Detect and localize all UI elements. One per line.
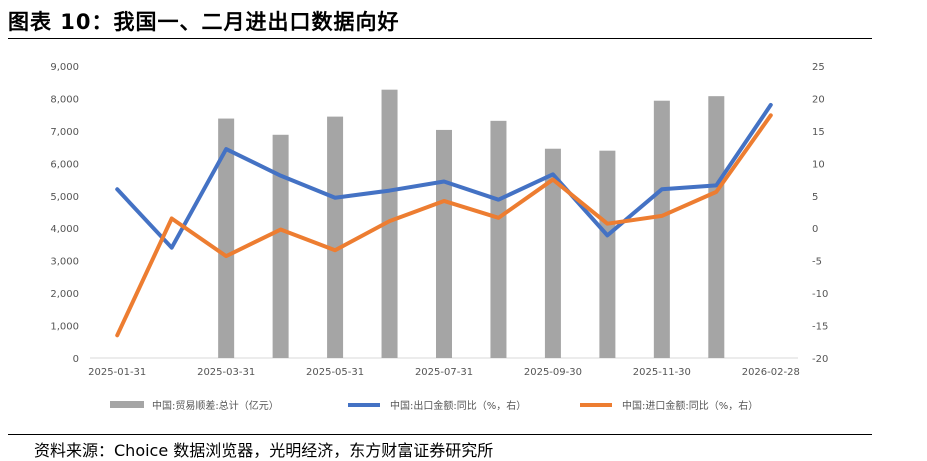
right-tick-label: 15 (812, 127, 825, 138)
legend-item-trade-surplus-swatch (110, 401, 144, 408)
x-tick-label: 2025-01-31 (88, 367, 146, 378)
import-yoy-line (115, 113, 773, 338)
x-axis-ticks: 2025-01-31 2025-03-31 2025-05-31 2025-07-31… (88, 367, 800, 378)
trade-surplus-bar (381, 89, 398, 358)
x-tick-label: 2025-07-31 (415, 367, 473, 378)
left-tick-label: 9,000 (50, 62, 79, 73)
right-tick-label: 0 (812, 224, 818, 235)
right-tick-label: -20 (812, 354, 828, 365)
left-tick-label: 6,000 (50, 159, 79, 170)
trade-surplus-bars (218, 89, 725, 358)
chart-title: 图表 10：我国一、二月进出口数据向好 (8, 10, 400, 34)
trade-surplus-bar (708, 96, 725, 358)
trade-surplus-bar (653, 100, 670, 358)
legend-item-export-yoy-label: 中国:出口金额:同比（%，右） (390, 399, 526, 412)
yoy-lines (115, 102, 773, 338)
left-tick-label: 0 (73, 354, 79, 365)
right-tick-label: -15 (812, 322, 828, 333)
legend-item-import-yoy-label: 中国:进口金额:同比（%，右） (622, 399, 758, 412)
left-tick-label: 1,000 (50, 322, 79, 333)
left-tick-label: 4,000 (50, 224, 79, 235)
x-tick-label: 2025-11-30 (633, 367, 691, 378)
trade-chart: 0 1,000 2,000 3,000 4,000 5,000 6,000 7,000 8,00… (50, 62, 828, 412)
source-note: 资料来源：Choice 数据浏览器，光明经济，东方财富证券研究所 (34, 441, 494, 460)
right-tick-label: -5 (812, 257, 822, 268)
left-tick-label: 2,000 (50, 289, 79, 300)
x-tick-label: 2026-02-28 (742, 367, 800, 378)
trade-surplus-bar (218, 118, 235, 358)
source-rule (8, 434, 872, 435)
left-axis-ticks: 0 1,000 2,000 3,000 4,000 5,000 6,000 7,000 8,00… (50, 62, 79, 365)
trade-surplus-bar (544, 148, 561, 358)
right-tick-label: 20 (812, 94, 825, 105)
title-rule (8, 38, 872, 39)
right-tick-label: 10 (812, 159, 825, 170)
chart-legend: 中国:贸易顺差:总计（亿元） 中国:出口金额:同比（%，右） 中国:进口金额:同比（… (110, 399, 758, 412)
right-tick-label: 5 (812, 192, 818, 203)
left-tick-label: 8,000 (50, 94, 79, 105)
trade-surplus-bar (327, 116, 344, 358)
left-tick-label: 5,000 (50, 192, 79, 203)
x-tick-label: 2025-03-31 (197, 367, 255, 378)
x-tick-label: 2025-05-31 (306, 367, 364, 378)
right-tick-label: -10 (812, 289, 828, 300)
trade-surplus-bar (272, 134, 289, 358)
export-yoy-line (115, 102, 773, 250)
left-tick-label: 7,000 (50, 127, 79, 138)
right-tick-label: 25 (812, 62, 825, 73)
legend-item-trade-surplus-label: 中国:贸易顺差:总计（亿元） (152, 399, 279, 412)
x-tick-label: 2025-09-30 (524, 367, 582, 378)
left-tick-label: 3,000 (50, 257, 79, 268)
right-axis-ticks: -20 -15 -10 -5 0 5 10 15 20 25 (812, 62, 828, 365)
trade-surplus-bar (599, 150, 616, 358)
trade-surplus-bar (490, 120, 507, 358)
trade-surplus-bar (436, 129, 452, 358)
